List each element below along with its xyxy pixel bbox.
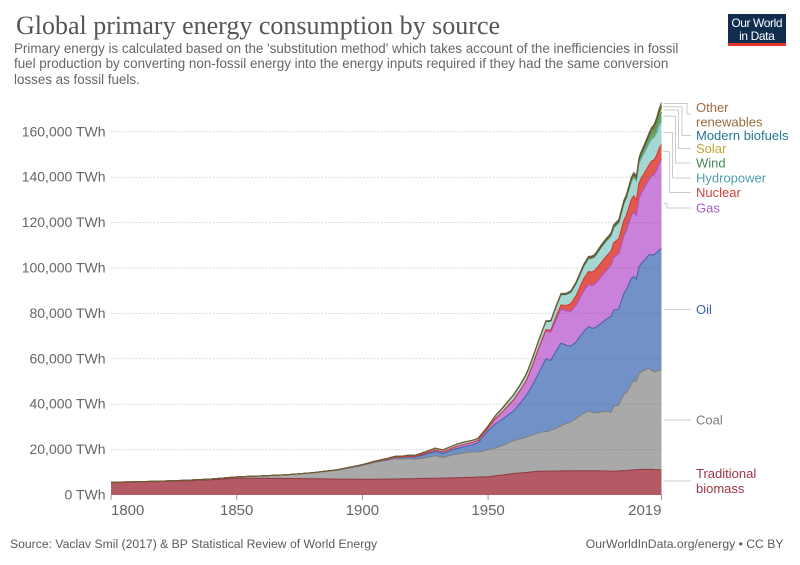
svg-text:0 TWh: 0 TWh	[65, 487, 106, 503]
svg-text:1850: 1850	[220, 502, 253, 519]
svg-text:1800: 1800	[111, 502, 144, 519]
svg-text:Wind: Wind	[696, 156, 726, 171]
svg-text:Hydropower: Hydropower	[696, 171, 767, 186]
svg-text:2019: 2019	[628, 502, 661, 519]
svg-text:100,000 TWh: 100,000 TWh	[22, 260, 106, 276]
svg-text:Modern biofuels: Modern biofuels	[696, 128, 789, 143]
svg-text:20,000 TWh: 20,000 TWh	[29, 441, 105, 457]
svg-text:Traditional: Traditional	[696, 466, 756, 481]
svg-text:renewables: renewables	[696, 115, 763, 130]
svg-text:biomass: biomass	[696, 481, 745, 496]
svg-text:Solar: Solar	[696, 141, 727, 156]
svg-text:Coal: Coal	[696, 413, 723, 428]
svg-text:Oil: Oil	[696, 302, 712, 317]
svg-text:160,000 TWh: 160,000 TWh	[22, 123, 106, 139]
svg-text:40,000 TWh: 40,000 TWh	[29, 396, 105, 412]
svg-text:140,000 TWh: 140,000 TWh	[22, 169, 106, 185]
svg-text:1950: 1950	[471, 502, 504, 519]
svg-text:1900: 1900	[346, 502, 379, 519]
svg-text:Other: Other	[696, 100, 729, 115]
svg-text:60,000 TWh: 60,000 TWh	[29, 350, 105, 366]
svg-text:Nuclear: Nuclear	[696, 185, 741, 200]
svg-text:120,000 TWh: 120,000 TWh	[22, 214, 106, 230]
svg-text:80,000 TWh: 80,000 TWh	[29, 305, 105, 321]
svg-text:Gas: Gas	[696, 201, 720, 216]
